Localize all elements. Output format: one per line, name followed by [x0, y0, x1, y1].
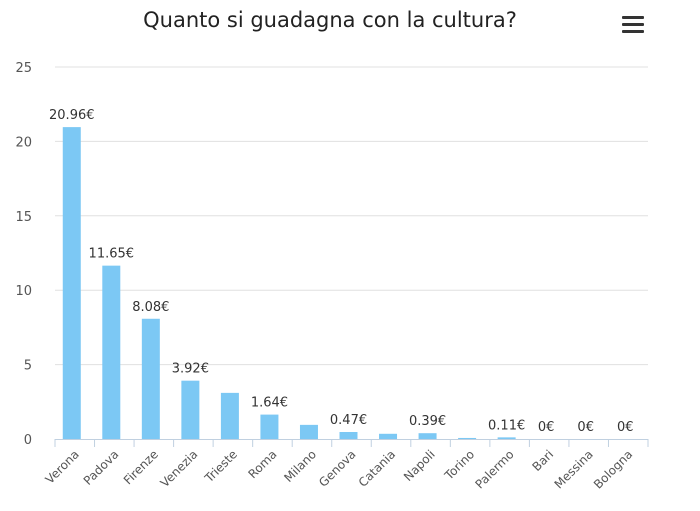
- x-tick-label: Catania: [356, 447, 398, 489]
- data-label: 0€: [617, 420, 634, 435]
- x-tick-label: Milano: [281, 447, 319, 485]
- x-tick-label: Bologna: [591, 447, 635, 491]
- y-tick-label: 25: [15, 61, 32, 76]
- x-tick-label: Palermo: [473, 447, 517, 491]
- x-tick-label: Messina: [552, 447, 596, 491]
- x-tick-label: Genova: [316, 447, 358, 489]
- data-label: 0€: [577, 420, 594, 435]
- bar-roma: [260, 414, 279, 439]
- hamburger-menu-icon[interactable]: [622, 16, 644, 34]
- data-label: 0.39€: [409, 414, 446, 429]
- bar-firenze: [141, 318, 160, 439]
- data-label: 0.47€: [330, 413, 367, 428]
- data-label: 0.11€: [488, 418, 525, 433]
- x-tick-label: Torino: [441, 447, 477, 483]
- data-label: 3.92€: [172, 362, 209, 377]
- x-tick-label: Roma: [245, 447, 279, 481]
- data-label: 8.08€: [132, 300, 169, 315]
- bar-palermo: [497, 437, 516, 439]
- x-tick-label: Verona: [43, 447, 82, 486]
- data-label: 11.65€: [89, 247, 135, 262]
- x-tick-label: Padova: [81, 447, 122, 488]
- bar-torino: [458, 437, 477, 439]
- x-tick-label: Trieste: [201, 447, 240, 486]
- x-tick-label: Firenze: [121, 447, 161, 487]
- bar-milano: [299, 424, 318, 439]
- x-tick-label: Bari: [530, 447, 557, 474]
- x-tick-label: Napoli: [401, 447, 438, 484]
- y-tick-label: 15: [15, 210, 32, 225]
- data-label: 20.96€: [49, 108, 95, 123]
- y-tick-label: 5: [24, 359, 32, 374]
- y-tick-label: 20: [15, 135, 32, 150]
- y-tick-label: 10: [15, 284, 32, 299]
- x-tick-label: Venezia: [158, 447, 201, 490]
- bar-trieste: [220, 392, 239, 439]
- bar-napoli: [418, 433, 437, 439]
- y-tick-label: 0: [24, 433, 32, 448]
- data-label: 1.64€: [251, 396, 288, 411]
- chart-title: Quanto si guadagna con la cultura?: [143, 8, 517, 32]
- bar-padova: [102, 265, 121, 439]
- bar-genova: [339, 432, 358, 439]
- bar-catania: [379, 433, 398, 439]
- bar-venezia: [181, 380, 200, 439]
- data-label: 0€: [538, 420, 555, 435]
- bar-verona: [62, 127, 81, 439]
